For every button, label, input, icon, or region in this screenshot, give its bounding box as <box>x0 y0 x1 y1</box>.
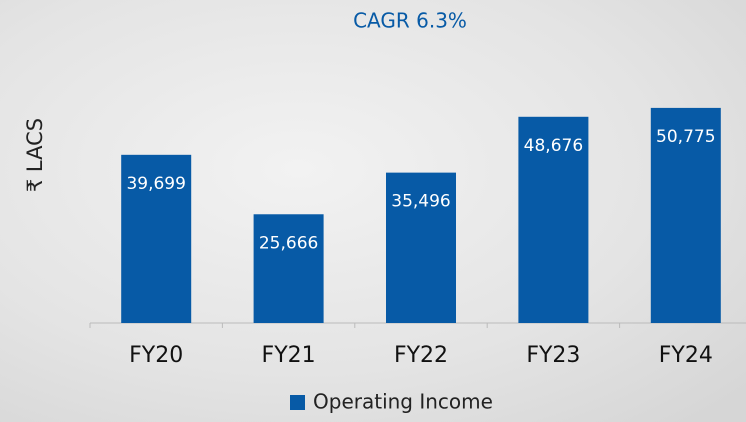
y-axis-label: ₹ LACS <box>23 118 47 192</box>
value-label: 39,699 <box>126 174 185 194</box>
x-tick-label: FY23 <box>526 343 580 368</box>
x-tick-label: FY20 <box>129 343 183 368</box>
legend-label: Operating Income <box>313 390 493 414</box>
bar <box>121 154 192 323</box>
value-label: 35,496 <box>391 192 450 212</box>
value-label: 25,666 <box>259 233 318 253</box>
x-tick-label: FY22 <box>394 343 448 368</box>
legend-swatch <box>290 395 305 410</box>
x-tick-label: FY21 <box>262 343 316 368</box>
value-label: 48,676 <box>524 136 583 156</box>
chart-title: CAGR 6.3% <box>353 9 467 33</box>
value-label: 50,775 <box>656 127 715 147</box>
x-tick-label: FY24 <box>659 343 713 368</box>
bar <box>253 214 324 323</box>
bar <box>386 172 456 323</box>
bar <box>518 116 589 323</box>
bar <box>650 107 721 323</box>
